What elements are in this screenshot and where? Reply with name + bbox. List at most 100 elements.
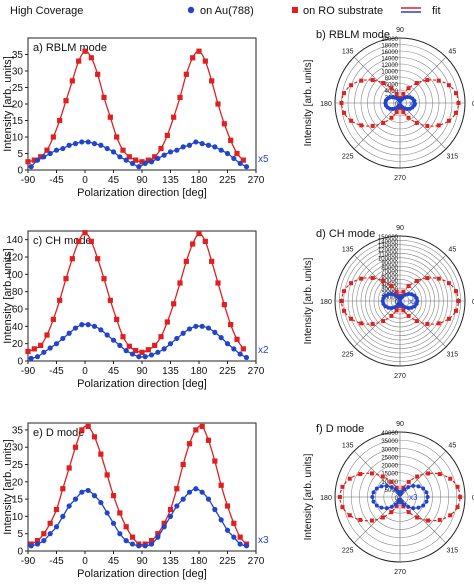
data-point-au: [186, 142, 193, 148]
x-tick-label: 270: [248, 556, 265, 567]
polar-point-ro: [453, 289, 458, 294]
data-point-ro: [63, 276, 69, 282]
polar-point-ro: [453, 308, 458, 313]
data-point-ro: [190, 55, 196, 61]
data-point-ro: [228, 137, 234, 143]
polar-point-ro: [370, 321, 375, 326]
polar-angle-label: 180: [320, 495, 332, 502]
data-point-au: [136, 354, 142, 360]
data-point-ro: [107, 297, 113, 303]
data-point-au: [142, 354, 148, 360]
polar-point-au: [371, 499, 376, 504]
polar-r-label: 25000: [381, 455, 398, 461]
polar-point-ro: [425, 276, 430, 281]
data-point-au: [117, 154, 123, 160]
y-axis-label: Intensity [arb. units]: [2, 248, 14, 343]
x-tick-label: -45: [49, 175, 64, 186]
data-point-ro: [31, 346, 37, 352]
data-point-au: [161, 152, 167, 158]
polar-point-au: [396, 489, 401, 494]
x-tick-label: 225: [219, 175, 236, 186]
data-point-au: [142, 160, 148, 166]
polar-point-au: [409, 292, 414, 297]
polar-point-ro: [406, 115, 411, 120]
data-point-au: [167, 513, 174, 520]
legend: High Coverage on Au(788) on RO substrate…: [10, 5, 441, 17]
polar-point-ro: [455, 484, 460, 489]
data-point-ro: [69, 256, 75, 262]
data-point-au: [53, 147, 60, 153]
polar-point-au: [411, 483, 416, 488]
polar-point-au: [393, 502, 398, 507]
polar-point-ro: [369, 518, 374, 523]
data-point-au: [98, 499, 104, 506]
data-point-au: [155, 534, 161, 540]
polar-point-ro: [415, 515, 420, 520]
panel-label: d) CH mode: [316, 228, 375, 240]
polar-point-ro: [414, 120, 419, 125]
data-point-au: [180, 144, 186, 150]
y-tick-label: 15: [12, 116, 24, 127]
polar-point-ro: [389, 479, 394, 484]
polar-point-ro: [381, 278, 386, 283]
polar-point-ro: [426, 471, 431, 476]
data-point-ro: [44, 332, 50, 338]
polar-point-ro: [406, 510, 411, 515]
data-point-au: [98, 142, 104, 148]
chart-a: -90 -45 0 45 90 135 180 225 270 0 5 10 15 20 25 30 35 Pol…: [2, 37, 269, 199]
y-tick-label: 25: [12, 83, 24, 94]
polar-point-ro: [436, 276, 441, 281]
polar-point-au: [374, 486, 379, 491]
x-tick-label: 45: [108, 366, 120, 377]
data-point-au: [117, 531, 123, 537]
polar-point-ro: [425, 123, 430, 128]
polar-point-ro: [414, 81, 419, 86]
legend-label-fit: fit: [432, 5, 441, 17]
polar-point-au: [393, 487, 398, 492]
polar-point-ro: [342, 289, 347, 294]
polar-spoke: [399, 496, 447, 544]
data-point-ro: [120, 147, 126, 153]
data-point-au: [148, 352, 155, 358]
data-point-ro: [82, 230, 88, 236]
y-tick-label: 80: [12, 287, 24, 298]
data-point-au: [161, 346, 167, 352]
chart-e: -90 -45 0 45 90 135 180 225 270 0 5 10 15 20 25 30 35 Pol…: [2, 422, 269, 580]
polar-r-label: 30000: [381, 447, 398, 453]
cartesian-charts: -90 -45 0 45 90 135 180 225 270 0 5 10 15 20 25 30 35 Pol…: [2, 37, 269, 580]
data-point-ro: [183, 258, 189, 264]
polar-point-ro: [342, 91, 347, 96]
data-point-au: [110, 149, 117, 155]
data-point-ro: [47, 520, 53, 526]
legend-marker-au: [187, 6, 195, 14]
x-tick-label: 180: [191, 175, 208, 186]
polar-point-ro: [401, 308, 406, 313]
polar-angle-label: 180: [320, 101, 332, 108]
y-tick-label: 10: [12, 512, 24, 523]
data-point-ro: [76, 238, 82, 244]
polar-r-label: 0: [395, 102, 399, 108]
polar-point-ro: [437, 517, 442, 522]
data-point-ro: [215, 280, 221, 286]
data-point-ro: [234, 336, 240, 342]
data-point-ro: [88, 238, 94, 244]
data-point-au: [180, 330, 186, 336]
data-point-au: [205, 496, 212, 502]
y-tick-label: 140: [6, 235, 23, 246]
data-point-au: [212, 506, 218, 513]
polar-point-ro: [389, 510, 394, 515]
polar-r-label: 10000: [381, 70, 398, 76]
y-tick-label: 30: [12, 67, 24, 78]
data-point-au: [91, 141, 98, 147]
data-point-ro: [177, 280, 183, 286]
x-tick-label: 0: [82, 175, 88, 186]
data-point-au: [193, 139, 199, 145]
data-point-ro: [44, 147, 50, 153]
polar-r-label: 150000: [378, 235, 399, 241]
polar-point-ro: [359, 276, 364, 281]
polar-r-label: 70000: [381, 270, 398, 276]
data-point-ro: [231, 520, 237, 526]
data-point-au: [66, 142, 72, 148]
data-point-ro: [228, 322, 234, 328]
polar-angle-label: 0: [472, 495, 474, 502]
